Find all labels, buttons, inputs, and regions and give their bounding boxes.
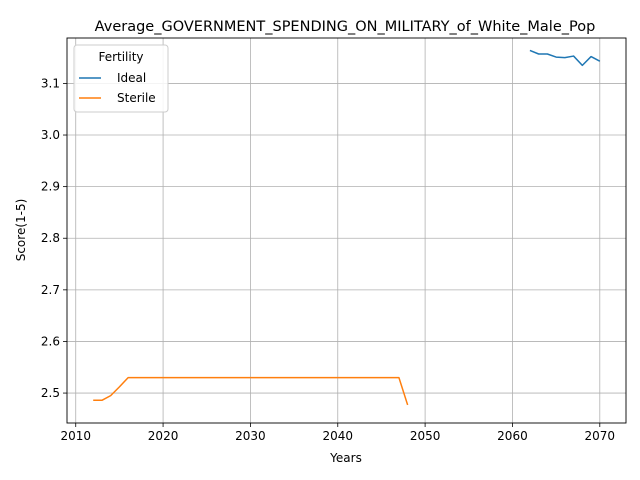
y-tick-label: 3.1 bbox=[41, 76, 60, 90]
series-group bbox=[93, 49, 601, 406]
x-tick-label: 2060 bbox=[497, 429, 528, 443]
x-tick-label: 2070 bbox=[585, 429, 616, 443]
y-tick-label: 2.5 bbox=[41, 386, 60, 400]
x-tick-label: 2030 bbox=[235, 429, 266, 443]
legend-title: Fertility bbox=[98, 50, 143, 64]
legend-label-sterile: Sterile bbox=[117, 91, 156, 105]
grid bbox=[67, 38, 626, 423]
legend-box bbox=[73, 44, 169, 113]
y-axis: 2.5 2.6 2.7 2.8 2.9 3.0 3.1 bbox=[41, 76, 67, 400]
series-line-ideal bbox=[529, 49, 601, 67]
legend-label-ideal: Ideal bbox=[117, 71, 146, 85]
legend: Fertility Ideal Sterile bbox=[73, 44, 169, 113]
y-tick-label: 2.6 bbox=[41, 334, 60, 348]
y-tick-label: 2.9 bbox=[41, 180, 60, 194]
x-tick-label: 2020 bbox=[148, 429, 179, 443]
y-axis-label: Score(1-5) bbox=[14, 199, 28, 262]
plot-frame bbox=[66, 37, 627, 424]
y-tick-label: 2.8 bbox=[41, 231, 60, 245]
chart-title: Average_GOVERNMENT_SPENDING_ON_MILITARY_… bbox=[95, 19, 596, 35]
x-tick-label: 2010 bbox=[60, 429, 91, 443]
x-tick-label: 2040 bbox=[322, 429, 353, 443]
x-tick-label: 2050 bbox=[410, 429, 441, 443]
y-tick-label: 2.7 bbox=[41, 283, 60, 297]
series-line-sterile bbox=[93, 376, 409, 406]
x-axis-label: Years bbox=[329, 451, 362, 465]
y-tick-label: 3.0 bbox=[41, 128, 60, 142]
x-axis: 2010 2020 2030 2040 2050 2060 2070 bbox=[60, 423, 615, 443]
